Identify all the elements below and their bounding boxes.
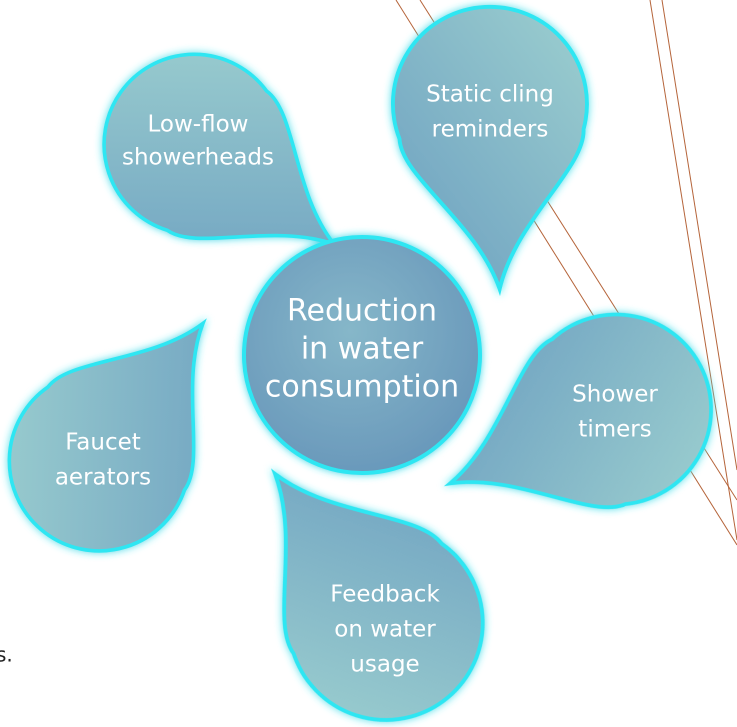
petal-label: aerators [55, 465, 151, 491]
petal-label: Static cling [426, 82, 554, 108]
petal-label: showerheads [122, 145, 274, 171]
center-label: in water [301, 332, 424, 367]
petal-label: Feedback [330, 582, 440, 608]
petal-label: Shower [572, 382, 658, 408]
petal-label: Low-flow [148, 112, 249, 138]
petal [0, 267, 277, 589]
petal-label: usage [350, 652, 419, 678]
petal-label: on water [334, 617, 436, 643]
center-circle [242, 235, 482, 475]
decor-line [661, 0, 737, 471]
petal-label: Faucet [65, 430, 141, 456]
decor-line [649, 0, 737, 541]
center-label: Reduction [287, 294, 437, 329]
text-fragment: s. [0, 643, 13, 667]
petal-label: reminders [432, 117, 549, 143]
petal-label: timers [578, 417, 651, 443]
center-label: consumption [265, 370, 459, 405]
